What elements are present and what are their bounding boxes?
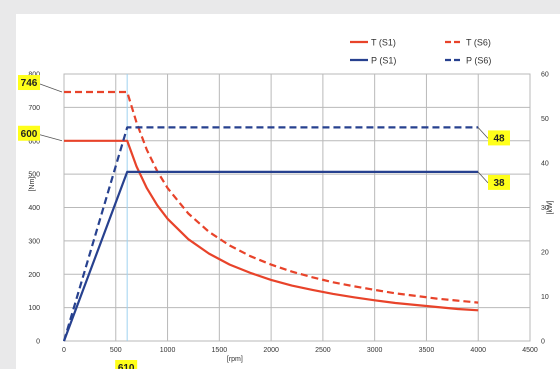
series-line-t-s6 — [64, 90, 479, 304]
y2-tick-label: 40 — [541, 161, 549, 168]
y-tick-label: 200 — [28, 272, 40, 279]
callout-leader — [39, 83, 63, 93]
callout-box — [488, 174, 510, 190]
y2-axis-label: [kW] — [547, 200, 554, 214]
x-tick-label: 4500 — [522, 347, 538, 354]
x-tick-label: 3000 — [367, 347, 383, 354]
y-tick-label: 400 — [28, 205, 40, 212]
callout-label: 38 — [493, 178, 505, 189]
x-tick-label: 2500 — [315, 347, 331, 354]
legend-label: P (S1) — [371, 56, 396, 66]
y2-tick-label: 10 — [541, 294, 549, 301]
callout-label: 48 — [493, 133, 505, 144]
callout-box — [115, 360, 138, 369]
callout-box — [18, 75, 40, 91]
series-line-p-s6 — [62, 126, 479, 342]
x-tick-label: 0 — [62, 347, 66, 354]
callout-leader — [39, 134, 63, 142]
x-tick-label: 2000 — [263, 347, 279, 354]
callout-label: 610 — [118, 363, 135, 369]
y-tick-label: 600 — [28, 138, 40, 145]
y-tick-label: 800 — [28, 72, 40, 79]
x-axis-label: [rpm] — [227, 356, 243, 363]
callout-label: 600 — [21, 129, 38, 140]
x-tick-label: 500 — [110, 347, 122, 354]
y-tick-label: 300 — [28, 238, 40, 245]
x-tick-label: 1500 — [212, 347, 228, 354]
series-line-t-s1 — [64, 139, 479, 312]
y2-tick-label: 0 — [541, 339, 545, 346]
grid — [63, 73, 531, 342]
y-tick-label: 100 — [28, 305, 40, 312]
series-line-p-s1 — [62, 170, 479, 342]
callout-box — [488, 130, 510, 146]
x-tick-label: 3500 — [419, 347, 435, 354]
legend-label: T (S1) — [371, 38, 396, 48]
callout-leader — [477, 171, 489, 184]
legend-label: T (S6) — [466, 38, 491, 48]
callout-box — [18, 125, 40, 141]
axes: 0 500 1000 1500 2000 2500 3000 3500 4000 45000100… — [28, 72, 549, 355]
x-tick-label: 1000 — [160, 347, 176, 354]
legend: T (S1) T (S6) P (S1) P (S6) — [350, 38, 491, 66]
callouts: 746 600 48 38 610 — [18, 75, 510, 369]
series — [62, 90, 479, 342]
callout-label: 746 — [21, 78, 38, 89]
legend-label: P (S6) — [466, 56, 491, 66]
y-tick-label: 0 — [36, 339, 40, 346]
y2-tick-label: 20 — [541, 250, 549, 257]
y2-tick-label: 60 — [541, 72, 549, 79]
y2-tick-label: 50 — [541, 116, 549, 123]
y2-tick-label: 30 — [541, 205, 549, 212]
y-axis-label: [Nm] — [29, 177, 36, 192]
y-tick-label: 500 — [28, 172, 40, 179]
callout-leader — [477, 127, 489, 139]
x-tick-label: 4000 — [470, 347, 486, 354]
y-tick-label: 700 — [28, 105, 40, 112]
